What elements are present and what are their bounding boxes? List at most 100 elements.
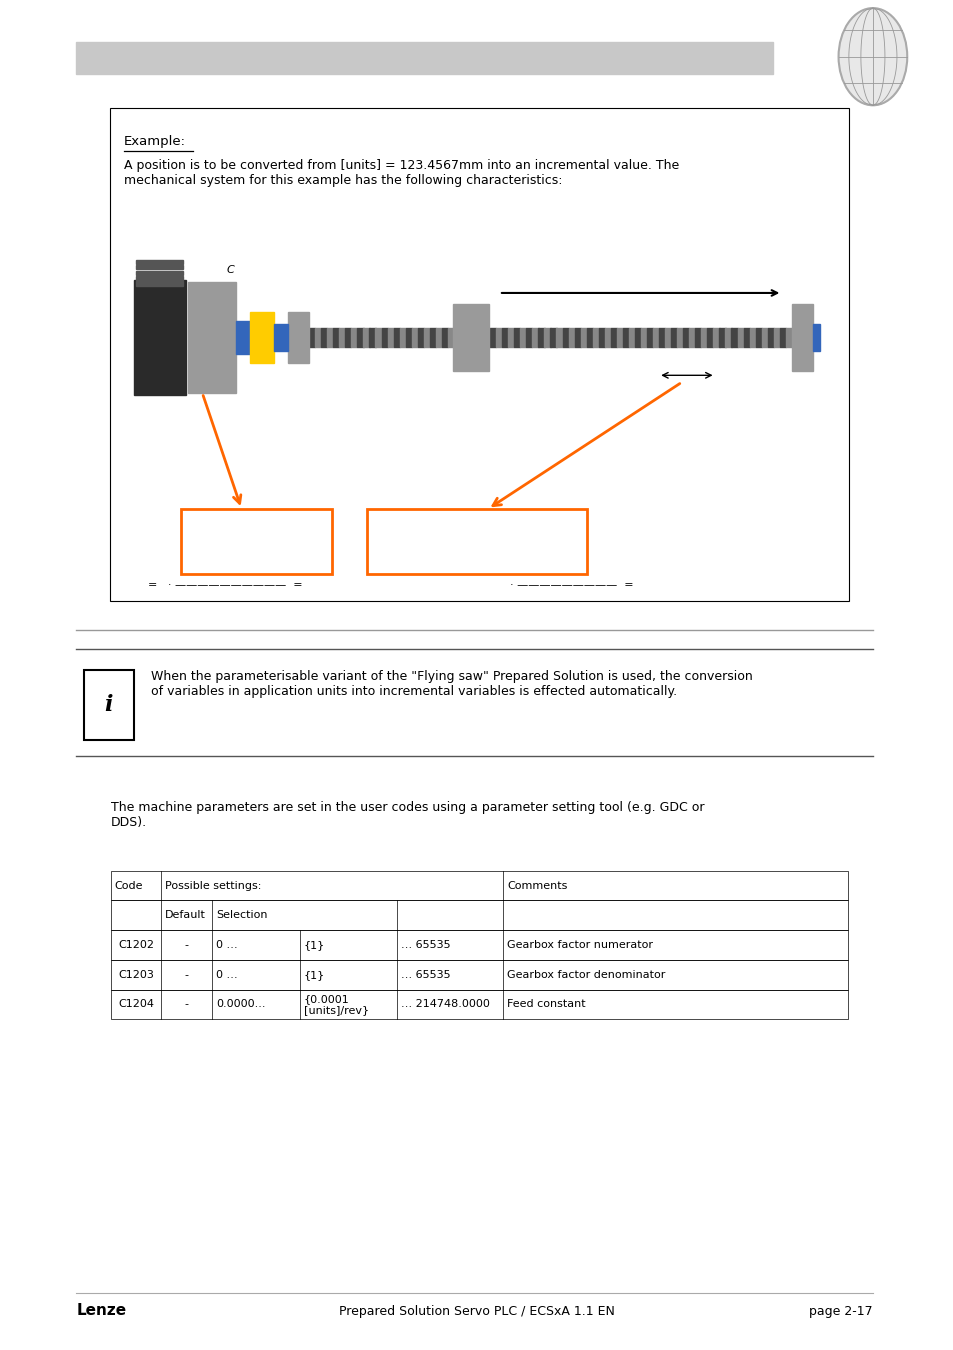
Bar xyxy=(250,312,274,363)
Text: C1204: C1204 xyxy=(118,999,154,1010)
Bar xyxy=(664,328,671,347)
Bar xyxy=(791,304,812,371)
Bar xyxy=(136,270,183,275)
Text: Feed constant: Feed constant xyxy=(507,999,585,1010)
Bar xyxy=(568,328,574,347)
Bar xyxy=(412,328,417,347)
Bar xyxy=(755,328,761,347)
Bar xyxy=(622,328,628,347)
Bar xyxy=(773,328,779,347)
Text: Lenze: Lenze xyxy=(76,1303,127,1318)
Bar xyxy=(496,328,502,347)
Text: 0.0000...: 0.0000... xyxy=(216,999,265,1010)
Text: A position is to be converted from [units] = 123.4567mm into an incremental valu: A position is to be converted from [unit… xyxy=(124,159,679,188)
Bar xyxy=(181,509,332,574)
Bar xyxy=(724,328,731,347)
Text: 0 …: 0 … xyxy=(216,940,237,950)
Bar xyxy=(454,328,459,347)
Bar xyxy=(659,328,664,347)
Bar xyxy=(441,328,448,347)
Bar xyxy=(598,328,604,347)
Bar xyxy=(677,328,682,347)
Bar xyxy=(436,328,441,347)
Text: page 2-17: page 2-17 xyxy=(808,1304,872,1318)
Circle shape xyxy=(838,8,906,105)
Text: When the parameterisable variant of the "Flying saw" Prepared Solution is used, : When the parameterisable variant of the … xyxy=(151,670,752,698)
Text: Selection: Selection xyxy=(216,910,268,921)
Bar xyxy=(136,277,183,281)
Bar xyxy=(274,324,288,351)
Bar xyxy=(688,328,695,347)
Bar xyxy=(399,328,405,347)
Bar xyxy=(363,328,369,347)
Text: … 65535: … 65535 xyxy=(400,969,450,980)
Bar xyxy=(749,328,755,347)
Bar xyxy=(417,328,423,347)
Bar xyxy=(812,324,820,351)
Bar xyxy=(731,328,737,347)
Text: 0 …: 0 … xyxy=(216,969,237,980)
Bar xyxy=(646,328,653,347)
Bar xyxy=(682,328,689,347)
Bar xyxy=(501,328,508,347)
Text: · —————————  =: · ————————— = xyxy=(510,580,634,590)
Bar xyxy=(235,320,250,354)
Bar xyxy=(76,42,772,74)
Bar xyxy=(592,328,598,347)
Text: Default: Default xyxy=(165,910,206,921)
Bar xyxy=(111,930,847,960)
Bar xyxy=(550,328,556,347)
Bar xyxy=(111,990,847,1019)
Bar xyxy=(381,328,387,347)
Bar xyxy=(514,328,520,347)
Bar xyxy=(345,328,351,347)
Bar xyxy=(526,328,532,347)
Bar xyxy=(508,328,514,347)
Text: Code: Code xyxy=(114,880,143,891)
Bar xyxy=(767,328,773,347)
Bar xyxy=(339,328,345,347)
Bar xyxy=(321,328,327,347)
Bar xyxy=(483,328,490,347)
Text: Comments: Comments xyxy=(507,880,567,891)
Bar xyxy=(519,328,526,347)
Bar xyxy=(447,328,454,347)
Text: Possible settings:: Possible settings: xyxy=(165,880,261,891)
Bar xyxy=(459,328,466,347)
Bar xyxy=(580,328,586,347)
Bar xyxy=(367,509,586,574)
Bar xyxy=(737,328,743,347)
Bar xyxy=(136,282,183,286)
Text: {1}: {1} xyxy=(304,940,325,950)
Bar xyxy=(188,282,235,393)
Bar xyxy=(136,259,183,265)
Bar xyxy=(700,328,707,347)
Bar xyxy=(84,670,133,740)
Bar xyxy=(375,328,381,347)
Text: C1203: C1203 xyxy=(118,969,153,980)
Text: … 65535: … 65535 xyxy=(400,940,450,950)
Bar xyxy=(544,328,550,347)
Bar xyxy=(133,281,186,394)
Bar xyxy=(556,328,562,347)
Bar xyxy=(465,328,472,347)
Text: -: - xyxy=(185,999,189,1010)
Bar xyxy=(314,328,321,347)
Bar xyxy=(387,328,394,347)
Bar xyxy=(136,266,183,270)
Bar xyxy=(779,328,785,347)
Bar xyxy=(288,312,309,363)
Bar xyxy=(635,328,640,347)
Text: The machine parameters are set in the user codes using a parameter setting tool : The machine parameters are set in the us… xyxy=(111,801,703,829)
Bar xyxy=(604,328,610,347)
Bar xyxy=(405,328,412,347)
Bar xyxy=(453,304,489,371)
Text: Gearbox factor numerator: Gearbox factor numerator xyxy=(507,940,653,950)
Text: C: C xyxy=(226,266,233,275)
Bar xyxy=(610,328,617,347)
Bar xyxy=(111,960,847,990)
Text: {1}: {1} xyxy=(304,969,325,980)
Bar xyxy=(490,328,496,347)
Text: … 214748.0000: … 214748.0000 xyxy=(400,999,489,1010)
Bar xyxy=(333,328,339,347)
